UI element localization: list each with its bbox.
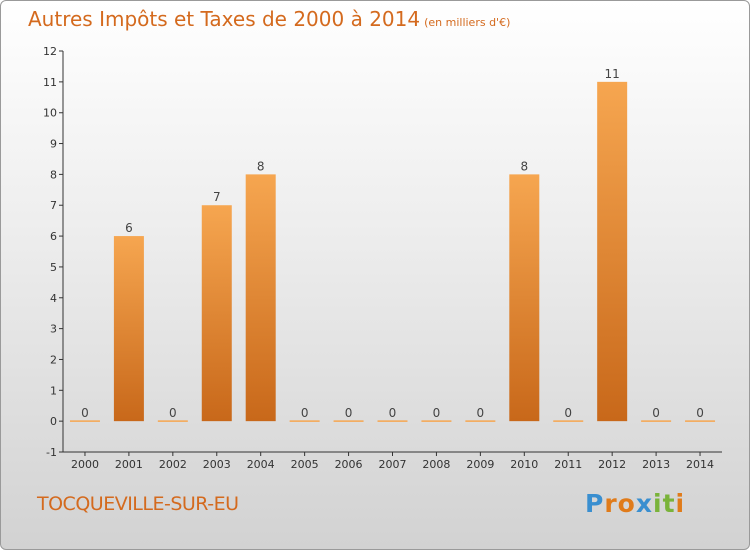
y-tick-label: 5: [50, 261, 57, 274]
proxiti-logo: Proxiti: [585, 489, 685, 518]
y-tick-label: 9: [50, 138, 57, 151]
x-tick-label: 2012: [598, 458, 626, 471]
chart-title: Autres Impôts et Taxes de 2000 à 2014 (en…: [28, 7, 510, 31]
y-tick-label: 2: [50, 353, 57, 366]
chart-title-text: Autres Impôts et Taxes de 2000 à 2014: [28, 7, 421, 31]
y-tick-label: -1: [46, 446, 57, 459]
x-tick-label: 2011: [554, 458, 582, 471]
data-label: 0: [81, 406, 89, 420]
data-label: 0: [345, 406, 353, 420]
logo-letter: x: [635, 489, 653, 518]
data-label: 0: [477, 406, 485, 420]
x-tick-label: 2013: [642, 458, 670, 471]
data-label: 11: [605, 67, 620, 81]
y-tick-label: 3: [50, 323, 57, 336]
logo-letter: o: [617, 489, 636, 518]
x-tick-label: 2001: [115, 458, 143, 471]
data-label: 0: [301, 406, 309, 420]
data-label: 0: [652, 406, 660, 420]
y-tick-label: 12: [43, 45, 57, 58]
y-tick-label: 1: [50, 384, 57, 397]
bar: [113, 236, 144, 422]
y-tick-label: 8: [50, 168, 57, 181]
data-label: 0: [696, 406, 704, 420]
bar: [245, 174, 276, 422]
x-tick-label: 2003: [203, 458, 231, 471]
logo-letter: t: [662, 489, 676, 518]
data-label: 0: [564, 406, 572, 420]
data-label: 0: [433, 406, 441, 420]
data-label: 0: [169, 406, 177, 420]
logo-letter: i: [675, 489, 686, 518]
x-tick-label: 2010: [510, 458, 538, 471]
x-tick-label: 2002: [159, 458, 187, 471]
x-tick-label: 2006: [335, 458, 363, 471]
logo-letter: r: [604, 489, 618, 518]
x-tick-label: 2004: [247, 458, 275, 471]
bar: [201, 205, 232, 422]
logo-letter: P: [585, 489, 605, 518]
bar: [597, 81, 628, 422]
x-tick-label: 2008: [422, 458, 450, 471]
data-label: 8: [520, 159, 528, 173]
y-tick-label: 10: [43, 107, 57, 120]
x-tick-label: 2005: [291, 458, 319, 471]
y-tick-label: 0: [50, 415, 57, 428]
bars: [69, 81, 716, 422]
x-tick-label: 2014: [686, 458, 714, 471]
x-tick-label: 2000: [71, 458, 99, 471]
data-label: 6: [125, 221, 133, 235]
data-label: 8: [257, 159, 265, 173]
y-tick-label: 11: [43, 76, 57, 89]
commune-name: TOCQUEVILLE-SUR-EU: [37, 493, 239, 515]
data-labels: 0 6 0 7 8 0 0 0 0 0 8 0 11 0 0: [81, 67, 704, 420]
x-tick-label: 2009: [466, 458, 494, 471]
logo-letter: i: [653, 489, 663, 518]
chart-unit: (en milliers d'€): [424, 16, 511, 29]
y-tick-label: 7: [50, 199, 57, 212]
x-tick-label: 2007: [379, 458, 407, 471]
y-tick-label: 6: [50, 230, 57, 243]
y-tick-label: 4: [50, 292, 57, 305]
data-label: 0: [389, 406, 397, 420]
data-label: 7: [213, 190, 221, 204]
bar: [509, 174, 540, 422]
